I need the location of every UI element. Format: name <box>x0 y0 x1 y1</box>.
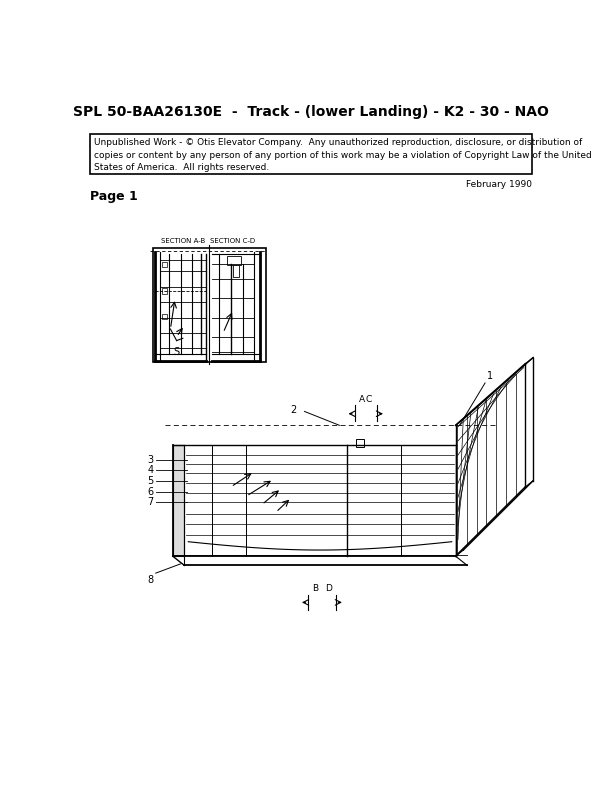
Text: 1: 1 <box>487 371 493 382</box>
Text: D: D <box>325 584 331 593</box>
Text: SECTION A-B: SECTION A-B <box>161 238 205 243</box>
Bar <box>90 134 532 174</box>
Text: Page 1: Page 1 <box>90 191 138 203</box>
Text: 4: 4 <box>148 465 154 475</box>
Bar <box>162 314 168 319</box>
Text: 6: 6 <box>148 487 154 497</box>
Text: A: A <box>359 395 365 403</box>
Text: SPL 50-BAA26130E  -  Track - (lower Landing) - K2 - 30 - NAO: SPL 50-BAA26130E - Track - (lower Landin… <box>73 105 549 119</box>
Bar <box>227 256 241 265</box>
Bar <box>154 248 266 362</box>
Text: February 1990: February 1990 <box>466 181 532 189</box>
Text: 2: 2 <box>291 405 297 415</box>
Bar <box>162 262 168 268</box>
Text: S: S <box>174 347 180 356</box>
Text: SECTION C-D: SECTION C-D <box>210 238 255 243</box>
Text: 8: 8 <box>148 575 154 585</box>
Text: 3: 3 <box>148 455 154 465</box>
Bar <box>162 288 168 294</box>
Text: 5: 5 <box>147 476 154 486</box>
Text: B: B <box>312 584 319 593</box>
Bar <box>233 265 239 276</box>
Text: C: C <box>365 395 372 403</box>
Bar <box>173 444 185 557</box>
Text: Unpublished Work - © Otis Elevator Company.  Any unauthorized reproduction, disc: Unpublished Work - © Otis Elevator Compa… <box>93 138 591 172</box>
Text: 7: 7 <box>147 498 154 507</box>
Bar <box>356 439 364 447</box>
